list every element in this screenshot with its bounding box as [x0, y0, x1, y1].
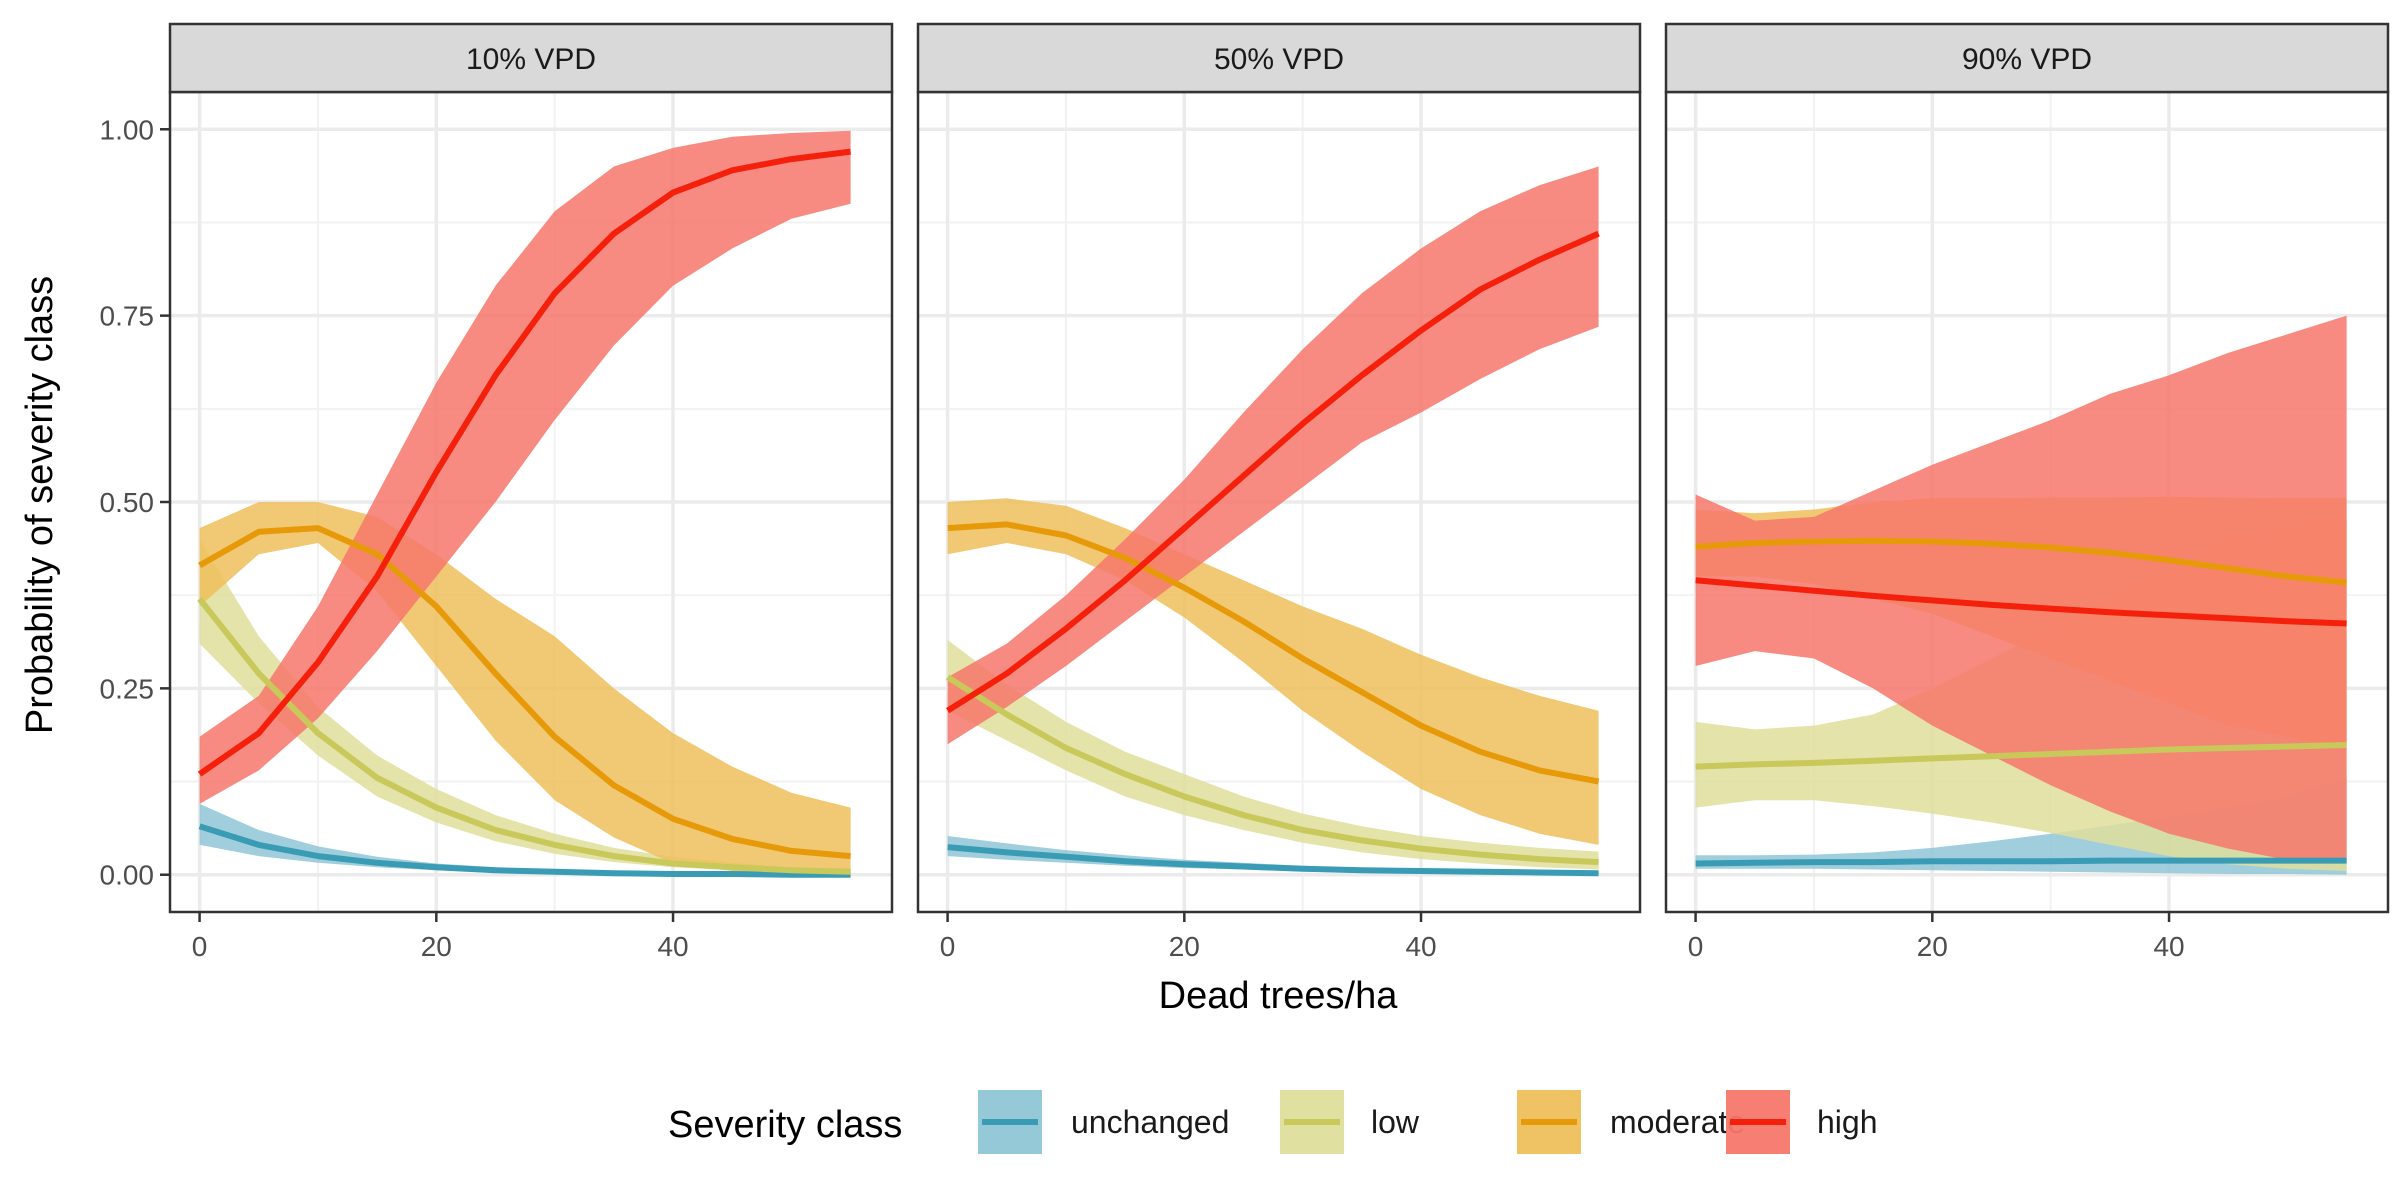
line-low [197, 597, 851, 875]
line-moderate [1695, 537, 2347, 586]
legend-item-moderate: moderate [1517, 1090, 1745, 1154]
x-tick-label: 40 [2153, 931, 2184, 962]
x-axis-title: Dead trees/ha [1159, 975, 1399, 1017]
x-tick-label: 0 [940, 931, 956, 962]
y-tick-label: 1.00 [100, 114, 155, 145]
x-tick-label: 20 [421, 931, 452, 962]
panel-90pct-vpd: 90% VPD 0 20 40 [1664, 22, 2390, 962]
y-axis-title: Probability of severity class [19, 276, 61, 734]
strip-background [916, 22, 1642, 94]
line-unchanged [1695, 857, 2347, 867]
legend-item-high: high [1726, 1090, 1878, 1154]
x-tick-label: 20 [1169, 931, 1200, 962]
legend-title: Severity class [668, 1104, 902, 1146]
line-moderate [198, 525, 851, 860]
y-tick-label: 0.00 [100, 860, 155, 891]
legend-label-moderate: moderate [1610, 1104, 1745, 1140]
line-moderate [947, 521, 1600, 785]
ribbon-moderate [947, 498, 1599, 845]
ribbon-unchanged [199, 803, 851, 875]
y-tick-label: 0.25 [100, 673, 155, 704]
line-low [946, 674, 1599, 866]
ribbon-high [199, 130, 851, 804]
legend-item-low: low [1280, 1090, 1420, 1154]
legend-item-unchanged: unchanged [978, 1090, 1229, 1154]
ribbon-unchanged [947, 836, 1599, 874]
legend-label-high: high [1817, 1104, 1878, 1140]
line-high [946, 230, 1600, 714]
strip-label: 90% VPD [1962, 43, 2092, 76]
strip-background [1664, 22, 2390, 94]
legend-label-low: low [1371, 1104, 1420, 1140]
ribbon-moderate [199, 502, 851, 875]
panel-50pct-vpd: 50% VPD 0 20 40 [916, 22, 1642, 962]
strip-label: 50% VPD [1214, 43, 1344, 76]
x-tick-label: 40 [657, 931, 688, 962]
x-tick-label: 0 [192, 931, 208, 962]
y-tick-label: 0.75 [100, 301, 155, 332]
line-high [197, 148, 851, 777]
x-tick-label: 40 [1405, 931, 1436, 962]
legend: Severity class unchanged low moderate high [668, 1090, 1878, 1154]
ribbon-high [1695, 315, 2347, 864]
line-unchanged [947, 844, 1599, 877]
panels-group: 10% VPD 0 20 40 50% VPD 0 20 40 90% VPD 0 20 40 [168, 22, 2390, 962]
line-high [1695, 577, 2347, 627]
strip-label: 10% VPD [466, 43, 596, 76]
y-axis: 0.00 0.25 0.50 0.75 1.00 [100, 114, 170, 891]
x-tick-label: 20 [1917, 931, 1948, 962]
ribbon-high [947, 166, 1599, 745]
legend-label-unchanged: unchanged [1071, 1104, 1229, 1140]
strip-background [168, 22, 894, 94]
line-unchanged [198, 823, 851, 878]
line-low [1695, 742, 2347, 770]
x-tick-label: 0 [1688, 931, 1704, 962]
y-tick-label: 0.50 [100, 487, 155, 518]
panel-10pct-vpd: 10% VPD 0 20 40 [168, 22, 894, 962]
